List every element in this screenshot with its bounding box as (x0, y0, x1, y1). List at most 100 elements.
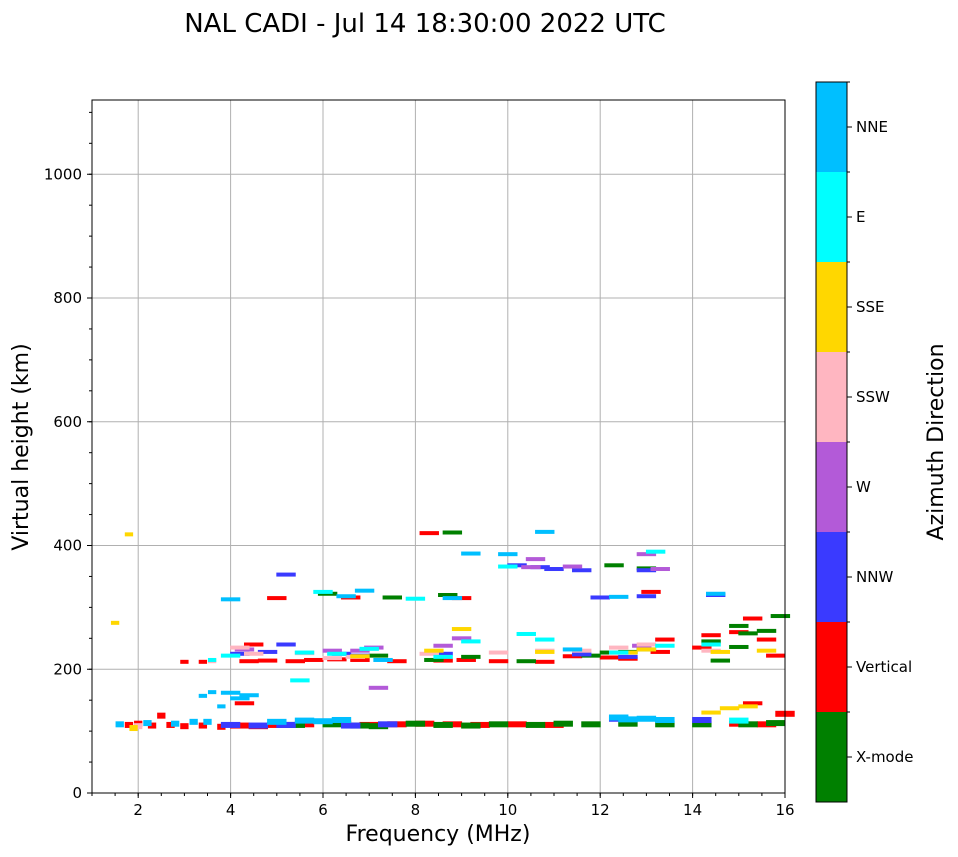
data-point (516, 631, 536, 636)
data-point (290, 678, 310, 683)
data-point (488, 659, 509, 664)
data-point (115, 721, 124, 728)
data-point (461, 654, 481, 659)
data-point (525, 557, 546, 562)
colorbar-swatch (816, 442, 847, 532)
data-point (535, 659, 555, 664)
grid-lines (92, 100, 785, 793)
data-point (239, 659, 259, 664)
data-point (562, 564, 583, 569)
data-point (710, 658, 731, 663)
data-point (710, 649, 731, 654)
data-point (636, 647, 657, 652)
data-point (285, 659, 305, 664)
y-tick-label: 200 (53, 660, 82, 678)
x-tick-label: 2 (133, 801, 143, 819)
data-point (608, 650, 629, 655)
colorbar-label: Azimuth Direction (924, 343, 949, 540)
data-point (488, 650, 509, 655)
data-point (742, 701, 763, 706)
data-point (461, 639, 481, 644)
data-point (110, 620, 120, 625)
data-point (756, 648, 777, 653)
data-point (451, 636, 472, 641)
data-point (350, 657, 370, 662)
x-axis-label: Frequency (MHz) (346, 822, 531, 847)
data-point (405, 720, 426, 727)
chart-title: NAL CADI - Jul 14 18:30:00 2022 UTC (184, 9, 666, 39)
data-point (294, 717, 315, 724)
data-point (313, 718, 333, 725)
data-point (171, 720, 180, 727)
y-tick-label: 800 (53, 289, 82, 307)
data-point (405, 596, 426, 601)
data-point (203, 718, 212, 725)
data-point (442, 530, 463, 535)
x-axis-ticks: 2 4 6 8 10 12 14 16 (91, 793, 795, 819)
data-point (636, 568, 657, 573)
data-point (331, 716, 352, 723)
data-point (738, 631, 758, 636)
data-point (433, 654, 453, 659)
data-point (294, 650, 315, 655)
data-point (516, 659, 536, 664)
data-point (239, 693, 259, 698)
data-point (655, 721, 675, 728)
data-point (438, 593, 458, 597)
data-point (322, 656, 342, 661)
data-point (124, 721, 134, 728)
data-point (488, 721, 509, 728)
colorbar-ticks: X-mode Vertical NNW W SSW SSE E NNE (847, 81, 913, 766)
data-point (766, 720, 786, 727)
data-point (147, 722, 157, 729)
data-point (521, 565, 541, 570)
data-point (327, 651, 347, 656)
data-point (618, 716, 638, 723)
data-point (498, 552, 518, 557)
data-point (650, 567, 670, 572)
data-point (742, 616, 763, 621)
x-tick-label: 4 (226, 801, 236, 819)
data-point (257, 658, 278, 663)
data-point (655, 643, 675, 648)
data-point (424, 648, 444, 653)
data-point (359, 646, 379, 651)
data-point (599, 655, 620, 660)
data-point (729, 717, 749, 724)
colorbar-swatch (816, 262, 847, 352)
data-point (336, 594, 356, 599)
colorbar-swatch (816, 532, 847, 622)
data-point (590, 595, 610, 600)
data-point (766, 653, 786, 658)
data-point (143, 720, 152, 727)
data-point (636, 594, 657, 599)
data-point (636, 642, 657, 647)
data-point (535, 637, 555, 642)
data-point (267, 596, 287, 601)
data-point (267, 718, 287, 725)
data-point (729, 623, 749, 628)
data-point (604, 563, 624, 568)
colorbar-label: Vertical (856, 658, 912, 676)
data-point (636, 715, 657, 722)
data-point (692, 716, 712, 723)
data-point (461, 551, 481, 556)
data-point (124, 532, 134, 537)
data-point (507, 721, 527, 728)
data-point (166, 721, 175, 728)
data-point (424, 657, 444, 662)
data-point (650, 649, 670, 654)
data-point (157, 712, 166, 719)
data-point (756, 637, 777, 642)
data-marks (110, 529, 795, 732)
data-point (581, 721, 601, 728)
data-point (207, 690, 217, 695)
data-point (382, 595, 403, 600)
colorbar-label: NNE (856, 118, 888, 136)
data-point (645, 549, 666, 554)
data-point (419, 651, 439, 656)
data-point (572, 652, 592, 657)
data-point (433, 721, 453, 728)
data-point (276, 642, 296, 647)
colorbar-label: NNW (856, 568, 893, 586)
